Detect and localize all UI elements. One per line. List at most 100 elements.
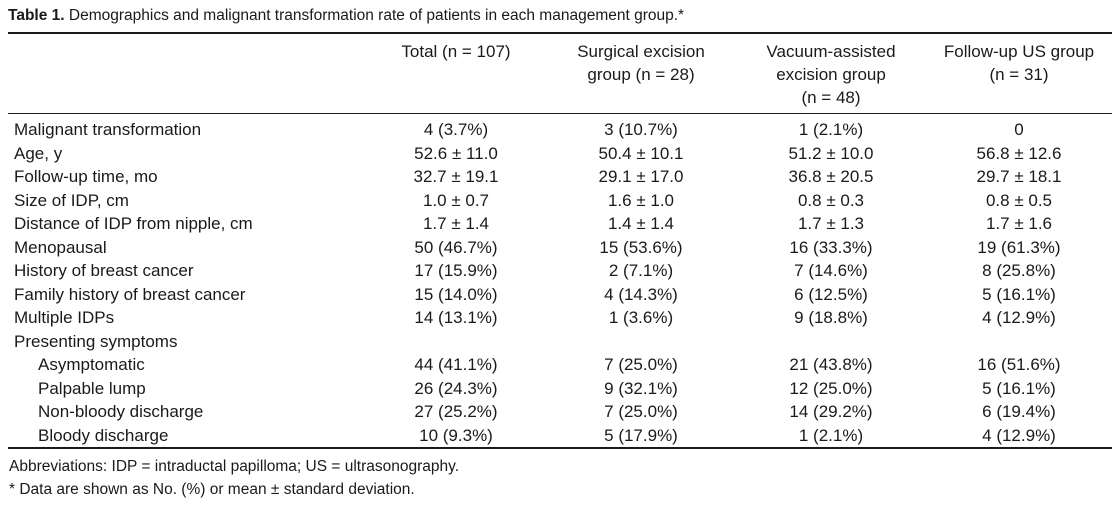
- surgical-excision-value: 5 (17.9%): [604, 425, 678, 445]
- vacuum-assisted-value: 14 (29.2%): [789, 402, 873, 421]
- surgical-excision-value: 1.6 ± 1.0: [607, 190, 675, 210]
- surgical-excision-value: 2 (7.1%): [608, 261, 674, 280]
- table-caption-label: Table 1.: [8, 7, 65, 24]
- follow-up-us-value: 56.8 ± 12.6: [976, 143, 1062, 163]
- vacuum-assisted-column-header: Vacuum-assisted excision group (n = 48): [736, 33, 926, 114]
- follow-up-us-column-header: Follow-up US group (n = 31): [926, 33, 1112, 114]
- row-label: Bloody discharge: [38, 425, 169, 445]
- table-row: Age, y 52.6 ± 11.0 50.4 ± 10.1 51.2 ± 10.0 5…: [8, 142, 1112, 166]
- document-page: Table 1. Demographics and malignant tran…: [8, 6, 1112, 501]
- row-label: History of breast cancer: [14, 261, 194, 280]
- surgical-excision-value: 3 (10.7%): [604, 120, 678, 139]
- vacuum-assisted-value: 21 (43.8%): [789, 355, 873, 374]
- table-footnotes: Abbreviations: IDP = intraductal papillo…: [8, 455, 1112, 501]
- row-label: Menopausal: [14, 237, 107, 257]
- follow-up-us-value: 5 (16.1%): [982, 378, 1056, 398]
- follow-up-us-value: 0: [1014, 120, 1024, 139]
- row-label: Age, y: [14, 143, 63, 163]
- total-value: 4 (3.7%): [423, 120, 489, 139]
- column-header-line: group (n = 28): [587, 65, 695, 84]
- table-caption-text: Demographics and malignant transformatio…: [64, 7, 685, 24]
- table-header-row: Total (n = 107) Surgical excision group (n…: [8, 33, 1112, 114]
- follow-up-us-value: 19 (61.3%): [977, 237, 1061, 257]
- vacuum-assisted-value: 0.8 ± 0.3: [797, 190, 865, 210]
- total-value: 1.0 ± 0.7: [422, 190, 490, 210]
- column-header-line: Surgical excision: [577, 42, 705, 61]
- total-column-header: Total (n = 107): [366, 33, 546, 114]
- row-label: Size of IDP, cm: [14, 190, 129, 210]
- total-value: 50 (46.7%): [414, 237, 498, 257]
- total-value: 52.6 ± 11.0: [414, 143, 498, 163]
- surgical-excision-value: 1.4 ± 1.4: [607, 214, 675, 233]
- table-header: Total (n = 107) Surgical excision group (n…: [8, 33, 1112, 114]
- vacuum-assisted-value: 6 (12.5%): [794, 284, 868, 304]
- footnote-data-format: * Data are shown as No. (%) or mean ± st…: [9, 481, 415, 498]
- follow-up-us-value: 4 (12.9%): [982, 425, 1056, 445]
- total-value: 27 (25.2%): [414, 402, 498, 421]
- surgical-excision-value: 50.4 ± 10.1: [598, 143, 684, 163]
- total-value: 32.7 ± 19.1: [413, 167, 499, 186]
- vacuum-assisted-value: 1.7 ± 1.3: [797, 214, 865, 233]
- vacuum-assisted-value: 1 (2.1%): [798, 425, 864, 445]
- total-value: 1.7 ± 1.4: [422, 214, 490, 233]
- follow-up-us-value: 6 (19.4%): [982, 402, 1056, 421]
- total-value: 26 (24.3%): [414, 378, 498, 398]
- follow-up-us-value: 8 (25.8%): [982, 261, 1056, 280]
- vacuum-assisted-value: 16 (33.3%): [789, 237, 873, 257]
- column-header-line: (n = 31): [989, 65, 1049, 84]
- vacuum-assisted-value: 1 (2.1%): [798, 120, 864, 139]
- surgical-excision-column-header: Surgical excision group (n = 28): [546, 33, 736, 114]
- table-row: Menopausal 50 (46.7%) 15 (53.6%) 16 (33.3%)…: [8, 236, 1112, 260]
- row-label: Family history of breast cancer: [14, 284, 246, 304]
- total-value: 10 (9.3%): [419, 425, 493, 445]
- table-row: Multiple IDPs 14 (13.1%) 1 (3.6%) 9 (18.8%)…: [8, 306, 1112, 330]
- row-label: Asymptomatic: [38, 355, 145, 374]
- vacuum-assisted-value: 36.8 ± 20.5: [788, 167, 874, 186]
- column-header-line: Follow-up US group: [943, 42, 1095, 61]
- total-value: 14 (13.1%): [414, 308, 498, 327]
- follow-up-us-value: 29.7 ± 18.1: [976, 167, 1062, 186]
- total-value: [366, 330, 546, 354]
- table-row: Family history of breast cancer 15 (14.0%…: [8, 283, 1112, 307]
- table-row: Follow-up time, mo 32.7 ± 19.1 29.1 ± 17.0…: [8, 165, 1112, 189]
- column-header-line: Vacuum-assisted: [766, 42, 896, 61]
- total-value: 15 (14.0%): [414, 284, 498, 304]
- table-body: Malignant transformation 4 (3.7%) 3 (10.7%…: [8, 114, 1112, 449]
- row-label-header: [8, 33, 366, 114]
- table-row: Presenting symptoms: [8, 330, 1112, 354]
- total-value: 44 (41.1%): [414, 355, 498, 374]
- surgical-excision-value: 1 (3.6%): [608, 308, 674, 327]
- column-header-line: excision group: [776, 65, 886, 84]
- demographics-table: Total (n = 107) Surgical excision group (n…: [8, 32, 1112, 449]
- column-header-line: Total (n = 107): [401, 42, 511, 61]
- follow-up-us-value: 5 (16.1%): [982, 284, 1056, 304]
- table-caption: Table 1. Demographics and malignant tran…: [8, 6, 1112, 32]
- surgical-excision-value: [546, 330, 736, 354]
- row-label: Distance of IDP from nipple, cm: [14, 214, 253, 233]
- vacuum-assisted-value: [736, 330, 926, 354]
- total-value: 17 (15.9%): [414, 261, 498, 280]
- table-row: Palpable lump 26 (24.3%) 9 (32.1%) 12 (25.0…: [8, 377, 1112, 401]
- table-row: Asymptomatic 44 (41.1%) 7 (25.0%) 21 (43.8%…: [8, 353, 1112, 377]
- follow-up-us-value: 4 (12.9%): [982, 308, 1056, 327]
- row-label: Presenting symptoms: [14, 331, 178, 351]
- follow-up-us-value: 1.7 ± 1.6: [985, 214, 1053, 233]
- row-label: Palpable lump: [38, 378, 146, 398]
- surgical-excision-value: 9 (32.1%): [604, 378, 678, 398]
- vacuum-assisted-value: 12 (25.0%): [789, 378, 873, 398]
- row-label: Malignant transformation: [14, 120, 202, 139]
- follow-up-us-value: 0.8 ± 0.5: [985, 190, 1053, 210]
- surgical-excision-value: 15 (53.6%): [599, 237, 683, 257]
- column-header-line: (n = 48): [801, 88, 861, 107]
- surgical-excision-value: 7 (25.0%): [604, 402, 678, 421]
- footnote-abbreviations: Abbreviations: IDP = intraductal papillo…: [9, 458, 460, 475]
- vacuum-assisted-value: 9 (18.8%): [794, 308, 868, 327]
- follow-up-us-value: [926, 330, 1112, 354]
- surgical-excision-value: 7 (25.0%): [604, 355, 678, 374]
- table-row: Bloody discharge 10 (9.3%) 5 (17.9%) 1 (2.1…: [8, 424, 1112, 449]
- table-row: History of breast cancer 17 (15.9%) 2 (7.1…: [8, 259, 1112, 283]
- table-row: Distance of IDP from nipple, cm 1.7 ± 1.4…: [8, 212, 1112, 236]
- table-row: Malignant transformation 4 (3.7%) 3 (10.7%…: [8, 114, 1112, 142]
- surgical-excision-value: 4 (14.3%): [604, 284, 678, 304]
- vacuum-assisted-value: 51.2 ± 10.0: [788, 143, 874, 163]
